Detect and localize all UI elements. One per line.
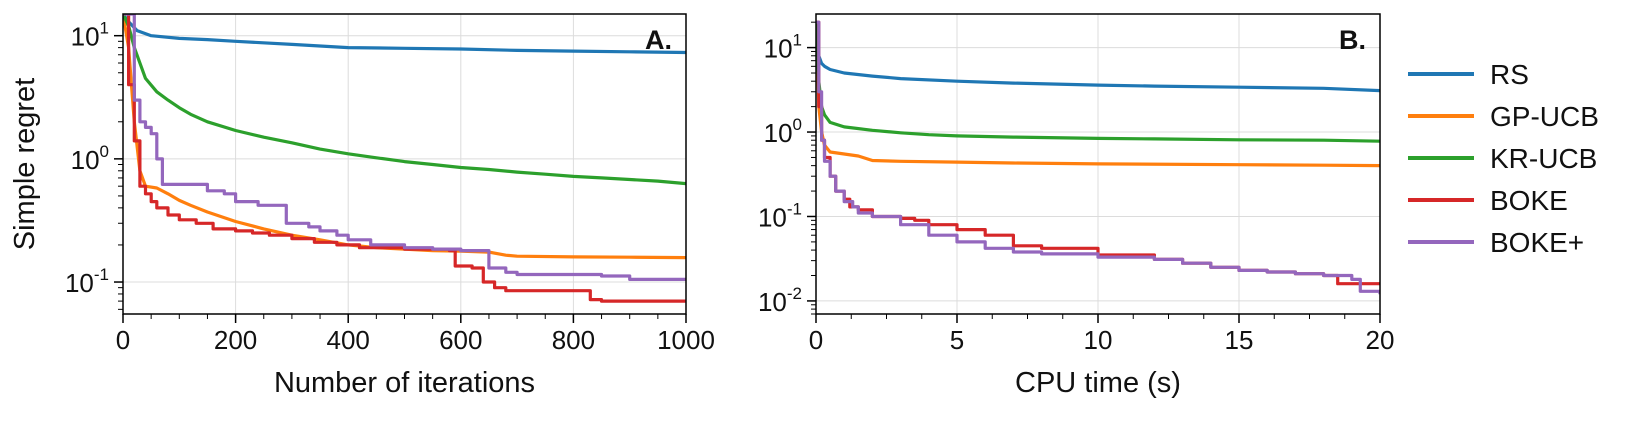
panel-b-ytick-label: 100 xyxy=(764,115,802,148)
panel-a-series-kr-ucb xyxy=(123,14,686,186)
panel-a-ticks: 0 200 400 600 800 1000 10-1 100 101 xyxy=(65,19,715,355)
panel-b-series-boke-plus xyxy=(816,20,1380,295)
legend-label-rs: RS xyxy=(1490,59,1529,90)
panel-b-xlabel: CPU time (s) xyxy=(1015,367,1181,399)
legend-label-boke: BOKE xyxy=(1490,185,1568,216)
panel-a-xtick-label: 800 xyxy=(552,325,595,355)
panel-a-xtick-label: 600 xyxy=(439,325,482,355)
panel-a-series xyxy=(123,14,686,303)
panel-a-xtick-label: 200 xyxy=(214,325,257,355)
panel-b-xtick-label: 5 xyxy=(950,325,964,355)
panel-a-xlabel: Number of iterations xyxy=(274,367,535,399)
panel-b-xtick-label: 20 xyxy=(1366,325,1395,355)
panel-b: 0 5 10 15 20 10-2 10-1 100 101 B. CPU time (s) xyxy=(758,13,1395,399)
panel-a-xtick-label: 1000 xyxy=(657,325,715,355)
panel-b-ytick-label: 10-1 xyxy=(758,199,802,232)
legend-label-boke-plus: BOKE+ xyxy=(1490,227,1584,258)
legend-label-gp-ucb: GP-UCB xyxy=(1490,101,1599,132)
panel-a-ytick-label: 101 xyxy=(71,19,109,52)
panel-b-ytick-label: 10-2 xyxy=(758,284,802,317)
panel-b-xtick-label: 15 xyxy=(1225,325,1254,355)
panel-a-ytick-label: 10-1 xyxy=(65,265,109,298)
legend: RS GP-UCB KR-UCB BOKE BOKE+ xyxy=(1408,59,1599,258)
panel-a-ylabel: Simple regret xyxy=(9,78,41,250)
panel-a-series-rs xyxy=(123,14,686,55)
legend-label-kr-ucb: KR-UCB xyxy=(1490,143,1597,174)
panel-a-ytick-label: 100 xyxy=(71,142,109,175)
panel-b-series xyxy=(816,20,1380,295)
panel-b-label: B. xyxy=(1339,25,1366,55)
panel-b-xtick-label: 10 xyxy=(1084,325,1113,355)
panel-a-xtick-label: 0 xyxy=(116,325,130,355)
panel-a: 0 200 400 600 800 1000 10-1 100 101 A. Number of… xyxy=(9,13,715,399)
panel-a-plot-area xyxy=(123,14,686,314)
panel-a-label: A. xyxy=(645,25,672,55)
panel-b-ytick-label: 101 xyxy=(764,31,802,64)
panel-a-series-boke-plus xyxy=(123,14,686,281)
panel-b-xtick-label: 0 xyxy=(809,325,823,355)
panel-b-ticks: 0 5 10 15 20 10-2 10-1 100 101 xyxy=(758,21,1395,355)
panel-a-series-boke xyxy=(123,14,686,303)
panel-a-xtick-label: 400 xyxy=(327,325,370,355)
